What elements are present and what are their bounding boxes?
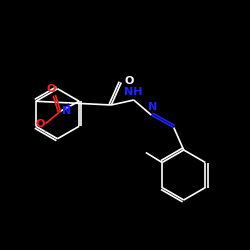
Text: N: N [148, 102, 157, 113]
Text: O: O [125, 76, 134, 86]
Text: ⁻: ⁻ [44, 128, 48, 137]
Text: NH: NH [124, 88, 143, 98]
Text: O: O [35, 119, 44, 129]
Text: O: O [46, 84, 56, 94]
Text: N: N [62, 106, 71, 116]
Text: +: + [64, 102, 70, 111]
